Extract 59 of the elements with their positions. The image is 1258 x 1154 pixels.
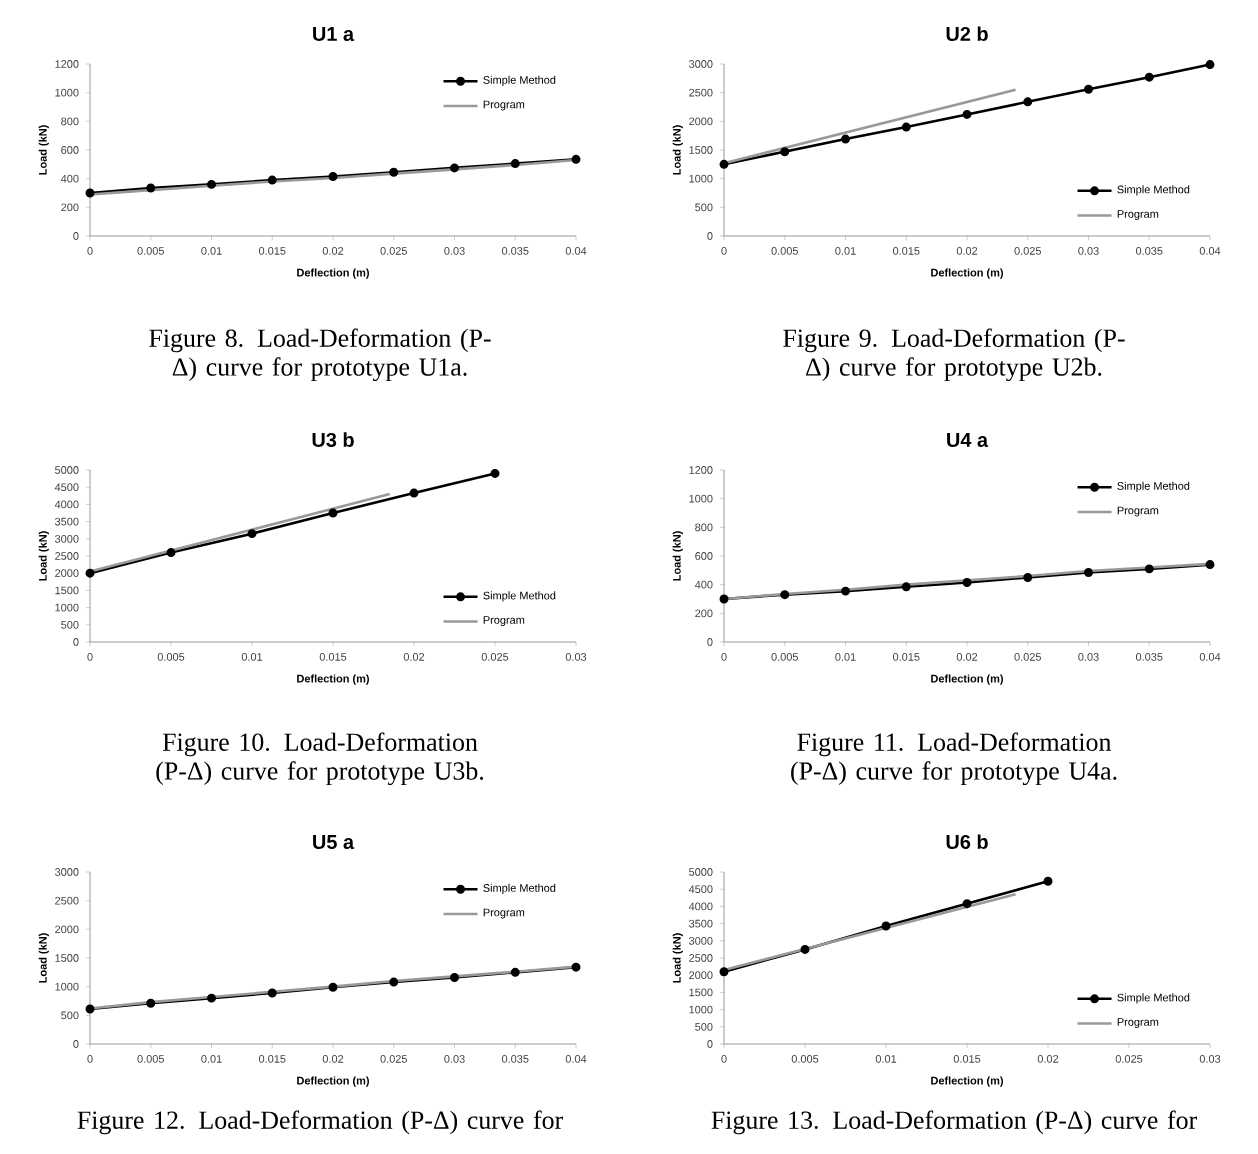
point [1043, 876, 1053, 886]
point [962, 899, 972, 909]
point [1144, 72, 1154, 82]
point [146, 998, 156, 1008]
point [510, 967, 520, 977]
point [450, 973, 459, 982]
point [800, 944, 810, 954]
point [571, 154, 581, 164]
point [328, 172, 338, 181]
point [85, 1004, 95, 1014]
point [1023, 573, 1033, 582]
point [85, 568, 95, 578]
point [901, 122, 911, 132]
point [1205, 560, 1215, 570]
chart-title: U2 b [946, 26, 988, 42]
point [328, 508, 338, 518]
point [571, 962, 581, 972]
chart-title: U1 a [313, 27, 355, 41]
point [901, 582, 911, 592]
point [267, 988, 277, 998]
point [1023, 97, 1033, 107]
chart-title: U5 a [313, 835, 355, 850]
point [881, 921, 891, 931]
point [719, 159, 729, 169]
chart-title: U4 a [947, 433, 989, 447]
point [207, 179, 216, 189]
point [962, 578, 972, 587]
point [780, 590, 790, 600]
point [450, 163, 459, 173]
point [1144, 564, 1154, 574]
point [389, 977, 399, 987]
point [1084, 84, 1093, 94]
caption: Figure 10. Load-Deformation (P-Δ) curve for prototype U3b. [156, 732, 484, 786]
point [409, 488, 419, 498]
point [719, 594, 729, 604]
caption: Figure 8. Load-Deformation (P-Δ) curve for prototype U1a. [149, 328, 491, 382]
point [1205, 60, 1215, 70]
caption: Figure 11. Load-Deformation (P-Δ) curve for prototype U4a. [791, 732, 1117, 786]
caption: Figure 9. Load-Deformation (P-Δ) curve for prototype U2b. [783, 328, 1125, 382]
point [166, 548, 176, 558]
point [146, 183, 156, 193]
point [85, 188, 95, 198]
point [1084, 567, 1093, 577]
point [389, 167, 399, 177]
point [841, 134, 850, 144]
point [510, 159, 520, 169]
point [207, 993, 216, 1003]
point [780, 147, 790, 157]
point [962, 109, 972, 119]
caption: Figure 12. Load-Deformation (P-Δ) curve for [77, 1110, 563, 1135]
caption: Figure 13. Load-Deformation (P-Δ) curve for [711, 1110, 1197, 1135]
point [490, 468, 500, 478]
point [267, 175, 277, 185]
point [841, 586, 850, 596]
point [247, 529, 257, 539]
chart-title: U3 b [312, 432, 354, 448]
point [719, 967, 729, 977]
chart-title: U6 b [946, 834, 988, 850]
point [328, 982, 338, 992]
